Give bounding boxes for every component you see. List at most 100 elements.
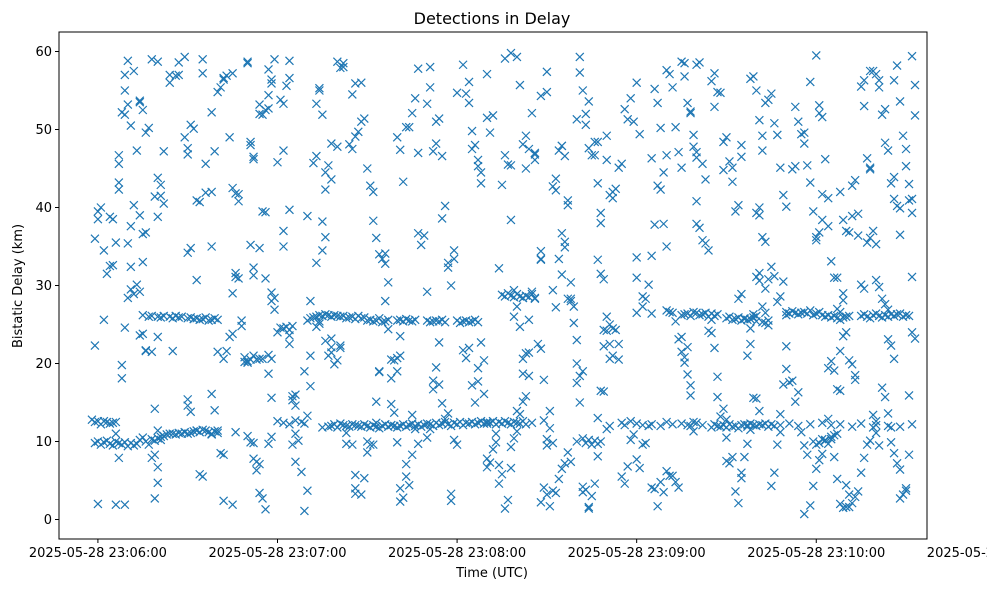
detection-point: [883, 305, 893, 315]
detection-point: [853, 486, 863, 496]
detection-point: [371, 397, 381, 407]
detection-point: [473, 317, 483, 327]
detection-point: [623, 462, 633, 471]
detection-point: [901, 310, 911, 320]
detection-point: [856, 82, 866, 92]
detection-point: [320, 309, 330, 319]
detection-point: [464, 98, 474, 108]
scatter-points: [87, 48, 920, 519]
detection-point: [536, 344, 546, 354]
detection-point: [530, 293, 540, 303]
detection-point: [859, 284, 869, 294]
detection-point: [530, 150, 540, 159]
detection-point: [314, 83, 324, 93]
detection-point: [695, 223, 704, 233]
detection-point: [572, 114, 582, 124]
detection-point: [111, 500, 121, 510]
detection-point: [425, 62, 435, 72]
detection-point: [288, 395, 297, 405]
detection-point: [401, 122, 411, 132]
detection-point: [383, 315, 393, 325]
detection-point: [728, 177, 737, 187]
detection-point: [452, 88, 462, 98]
detection-point: [527, 287, 537, 297]
detection-point: [620, 104, 630, 114]
detection-point: [288, 321, 297, 331]
detection-point: [569, 318, 579, 328]
detection-point: [461, 353, 471, 363]
detection-point: [117, 107, 127, 117]
detection-point: [201, 159, 211, 169]
detection-point: [482, 113, 492, 123]
detection-point: [335, 63, 345, 73]
detection-point: [674, 483, 683, 492]
detection-point: [171, 71, 181, 81]
detection-point: [826, 420, 836, 430]
detection-point: [742, 420, 752, 430]
detection-point: [323, 422, 333, 432]
detection-point: [449, 435, 459, 445]
detection-point: [745, 339, 755, 349]
plot-area: [58, 31, 928, 540]
detection-point: [503, 160, 513, 170]
detection-point: [602, 312, 612, 322]
detection-point: [252, 465, 261, 475]
detection-point: [614, 355, 624, 365]
detection-point: [814, 108, 824, 118]
y-tick-label: 30: [35, 279, 52, 294]
detection-point: [614, 339, 624, 349]
detection-point: [305, 381, 315, 391]
detection-point: [877, 383, 887, 393]
detection-point: [542, 434, 552, 444]
detection-point: [273, 327, 282, 337]
detection-point: [362, 447, 372, 457]
detection-point: [392, 437, 402, 447]
detection-point: [311, 258, 321, 268]
detection-point: [566, 277, 576, 287]
detection-point: [668, 471, 678, 481]
detection-point: [575, 52, 585, 62]
detection-point: [886, 437, 896, 447]
detection-point: [270, 54, 279, 64]
detection-point: [425, 424, 435, 434]
detection-point: [805, 306, 815, 315]
detection-point: [207, 242, 217, 251]
detection-point: [234, 189, 244, 199]
detection-point: [482, 454, 492, 464]
detection-point: [731, 206, 740, 216]
detection-point: [305, 351, 315, 361]
x-tick-label: 2025-05-28 23:10:00: [747, 546, 885, 561]
detection-point: [820, 154, 830, 164]
detection-point: [368, 187, 378, 197]
detection-point: [291, 416, 300, 425]
detection-point: [874, 75, 884, 85]
detection-point: [617, 472, 627, 482]
detection-point: [668, 308, 678, 318]
detection-point: [542, 87, 552, 97]
detection-point: [264, 369, 273, 379]
detection-point: [895, 422, 905, 432]
detection-point: [482, 462, 492, 472]
detection-point: [808, 206, 818, 216]
detection-point: [264, 439, 273, 449]
detection-point: [521, 391, 531, 401]
detection-point: [216, 82, 226, 92]
detection-point: [835, 307, 845, 317]
detection-point: [695, 57, 704, 67]
detection-point: [865, 164, 875, 174]
detection-point: [871, 69, 881, 79]
detection-point: [811, 235, 821, 245]
detection-point: [799, 139, 809, 148]
detection-point: [680, 58, 689, 68]
detection-point: [659, 167, 669, 177]
detection-point: [431, 362, 441, 372]
detection-point: [763, 95, 773, 105]
detection-point: [868, 226, 878, 236]
detection-point: [572, 359, 582, 368]
detection-point: [844, 228, 854, 237]
detection-point: [557, 270, 567, 280]
detection-point: [129, 66, 139, 76]
detection-point: [542, 67, 552, 77]
detection-point: [865, 163, 875, 173]
detection-point: [491, 429, 501, 439]
